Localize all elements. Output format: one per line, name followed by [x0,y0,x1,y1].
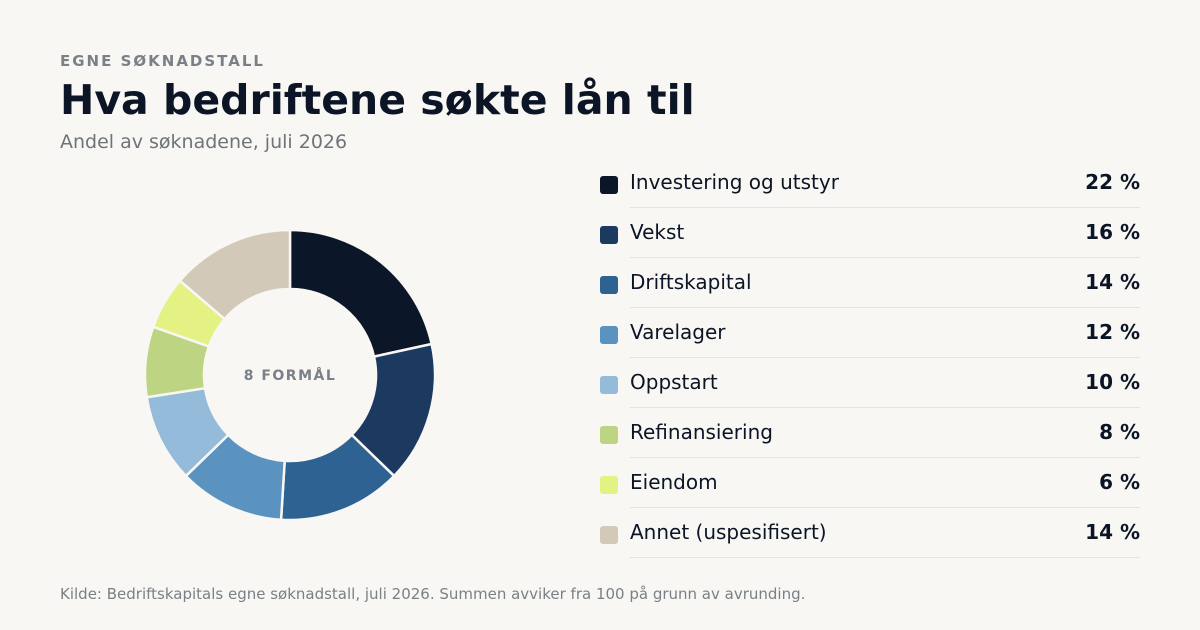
legend-item: Annet (uspesifisert) 14 % [600,508,1140,558]
legend-swatch [600,426,618,444]
legend-item: Vekst 16 % [600,208,1140,258]
source-note: Kilde: Bedriftskapitals egne søknadstall… [60,585,806,603]
legend-swatch [600,176,618,194]
legend: Investering og utstyr 22 % Vekst 16 % Drifts… [600,158,1140,558]
legend-value: 10 % [1085,370,1140,394]
legend-item: Oppstart 10 % [600,358,1140,408]
legend-value: 22 % [1085,170,1140,194]
legend-value: 14 % [1085,270,1140,294]
legend-value: 14 % [1085,520,1140,544]
legend-swatch [600,376,618,394]
eyebrow-label: EGNE SØKNADSTALL [60,52,265,70]
legend-item: Driftskapital 14 % [600,258,1140,308]
legend-label: Eiendom [630,470,718,494]
donut-chart: 8 FORMÅL [143,228,437,522]
legend-label: Refinansiering [630,420,773,444]
donut-slices [143,228,437,522]
legend-item: Eiendom 6 % [600,458,1140,508]
legend-label: Driftskapital [630,270,752,294]
legend-value: 12 % [1085,320,1140,344]
donut-slice [178,228,292,321]
legend-swatch [600,226,618,244]
legend-label: Oppstart [630,370,718,394]
legend-label: Vekst [630,220,685,244]
legend-label: Investering og utstyr [630,170,839,194]
chart-title: Hva bedriftene søkte lån til [60,76,695,124]
legend-value: 8 % [1099,420,1140,444]
donut-slice [288,228,433,358]
donut-center-label: 8 FORMÅL [244,367,337,384]
chart-subtitle: Andel av søknadene, juli 2026 [60,131,348,153]
legend-swatch [600,476,618,494]
legend-label: Annet (uspesifisert) [630,520,827,544]
legend-swatch [600,276,618,294]
legend-item: Investering og utstyr 22 % [600,158,1140,208]
legend-value: 6 % [1099,470,1140,494]
legend-item: Varelager 12 % [600,308,1140,358]
legend-value: 16 % [1085,220,1140,244]
legend-swatch [600,326,618,344]
legend-item: Refinansiering 8 % [600,408,1140,458]
legend-label: Varelager [630,320,726,344]
legend-swatch [600,526,618,544]
